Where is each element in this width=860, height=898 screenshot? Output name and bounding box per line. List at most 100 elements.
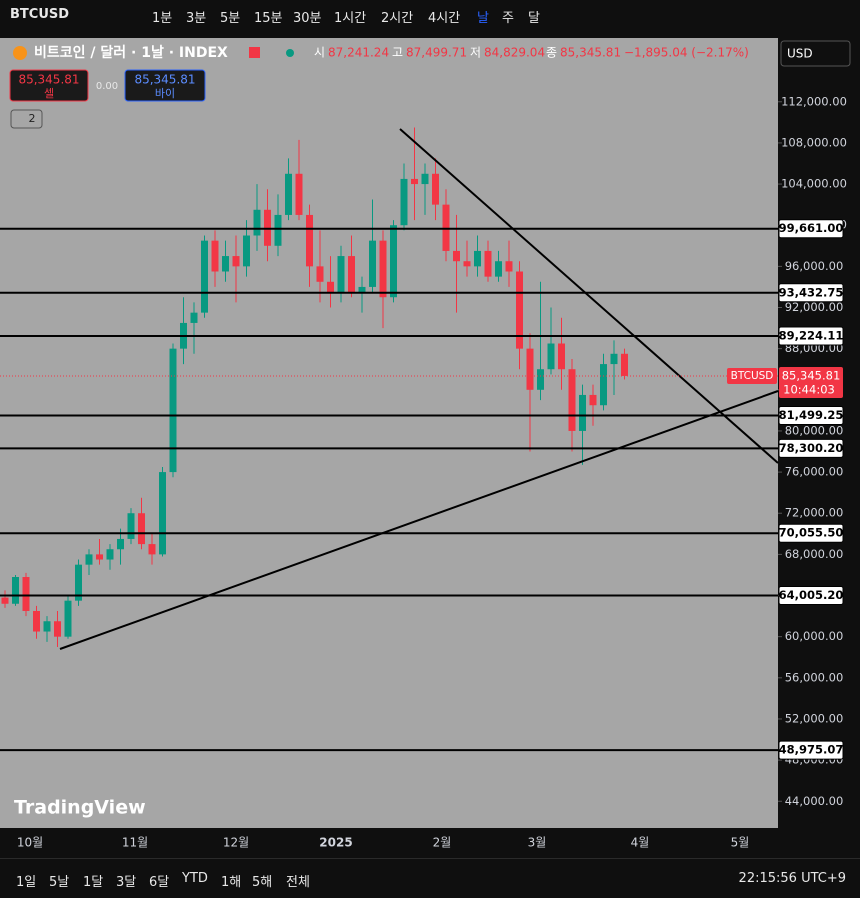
chart: 44,000.0048,000.0052,000.0056,000.0060,0…	[0, 30, 860, 858]
range-button[interactable]: 3달	[116, 875, 137, 890]
y-tick-label: 44,000.00	[785, 794, 844, 808]
range-button[interactable]: YTD	[182, 871, 208, 886]
interval[interactable]: 1시간	[334, 11, 367, 26]
candle-body	[64, 600, 72, 637]
sell-button[interactable]	[9, 69, 89, 102]
y-tick-label: 56,000.00	[785, 670, 844, 684]
ohlc-value: 87,499.71	[406, 46, 467, 60]
range-button[interactable]: 5해	[252, 875, 273, 890]
candle-body	[400, 178, 408, 226]
candle-body	[75, 564, 82, 601]
candle-body	[547, 343, 555, 370]
candle-body	[358, 286, 366, 293]
footer: 1일 5날 1달 3달 6달 YTD 1해 5해 전체 22:15:56 UTC+9	[0, 858, 860, 898]
candle-body	[117, 538, 124, 550]
range-button[interactable]: 6달	[149, 875, 170, 890]
level-label: 48,975.07	[779, 743, 844, 757]
ohlc-value: 87,241.24	[328, 46, 389, 60]
candle-body	[169, 348, 177, 473]
symbol-tag	[727, 367, 777, 384]
interval[interactable]: 2시간	[381, 11, 414, 26]
ohlc-value: 85,345.81	[560, 46, 621, 60]
symbol[interactable]: BTCUSD	[10, 7, 70, 22]
candle-body	[610, 353, 618, 365]
time-axis	[0, 828, 860, 858]
candle-body	[12, 577, 19, 604]
buy-button[interactable]	[124, 69, 206, 102]
candle-body	[243, 235, 250, 267]
candle-body	[211, 240, 219, 272]
range-button[interactable]: 5날	[49, 875, 70, 890]
x-tick-label: 5월	[731, 836, 750, 850]
candle-body	[33, 610, 40, 632]
range-button[interactable]: 1해	[221, 875, 242, 890]
candle-body	[516, 271, 523, 349]
price-tag-label: 85,345.81	[782, 368, 841, 382]
candle-body	[505, 261, 513, 272]
candle-body	[369, 240, 376, 287]
candle-body	[295, 173, 303, 215]
candle-body	[348, 256, 355, 293]
interval[interactable]: 날	[477, 11, 489, 26]
level-label: 64,005.20	[779, 588, 844, 602]
clock: 22:15:56 UTC+9	[738, 871, 846, 886]
level-label: 89,224.11	[779, 329, 844, 343]
candle-body	[579, 394, 586, 431]
status-dot	[286, 49, 294, 57]
candle-body	[232, 256, 240, 267]
range-button[interactable]: 1일	[16, 875, 37, 890]
interval[interactable]: 15분	[254, 11, 283, 26]
collapse-count: 2	[29, 112, 36, 125]
candle-body	[253, 209, 261, 236]
buy-price: 85,345.81	[134, 73, 195, 87]
range-button[interactable]: 1달	[83, 875, 104, 890]
plot-area	[0, 38, 778, 828]
y-tick-label: 92,000.00	[785, 300, 844, 314]
level-tag	[778, 438, 844, 458]
candle-body	[589, 394, 597, 406]
y-tick-label: 60,000.00	[785, 629, 844, 643]
candle-body	[22, 577, 30, 611]
candle-body	[127, 513, 135, 539]
level-tag	[778, 406, 844, 426]
x-tick-label: 2월	[433, 836, 452, 850]
candle-body	[316, 266, 324, 282]
candle-body	[306, 214, 313, 267]
countdown: 10:44:03	[783, 382, 835, 396]
interval[interactable]: 주	[502, 11, 514, 26]
candle-body	[621, 353, 628, 376]
interval[interactable]: 5분	[220, 11, 241, 26]
trend-line	[59, 390, 779, 650]
interval[interactable]: 30분	[293, 11, 322, 26]
candle-body	[138, 513, 145, 545]
x-tick-label: 2025	[319, 836, 352, 850]
candle-body	[537, 369, 544, 390]
candle-body	[190, 312, 198, 323]
candle-body	[474, 250, 481, 267]
trend-line	[399, 128, 779, 464]
candle-body	[390, 225, 397, 298]
collapse-button[interactable]	[10, 109, 43, 129]
interval[interactable]: 달	[528, 11, 540, 26]
change: −1,895.04 (−2.17%)	[624, 46, 749, 60]
level-label: 70,055.50	[779, 526, 844, 540]
y-tick-label: 68,000.00	[785, 547, 844, 561]
candle-body	[148, 544, 156, 555]
interval[interactable]: 1분	[152, 11, 173, 26]
currency-button[interactable]	[780, 40, 851, 67]
candle-body	[285, 173, 292, 215]
range-button[interactable]: 전체	[286, 875, 310, 890]
candle-body	[1, 597, 9, 604]
currency: USD	[787, 47, 813, 61]
level-label: 81,499.25	[779, 408, 844, 422]
candle-body	[453, 250, 460, 262]
legend-name: 비트코인 / 달러 · 1날 · INDEX	[34, 44, 228, 61]
buy-label: 바이	[155, 87, 175, 100]
interval[interactable]: 3분	[186, 11, 207, 26]
sell-label: 셀	[44, 87, 54, 100]
candle-body	[106, 549, 114, 560]
candle-body	[495, 261, 502, 277]
ohlc-label: 저	[470, 46, 481, 60]
interval[interactable]: 4시간	[428, 11, 461, 26]
